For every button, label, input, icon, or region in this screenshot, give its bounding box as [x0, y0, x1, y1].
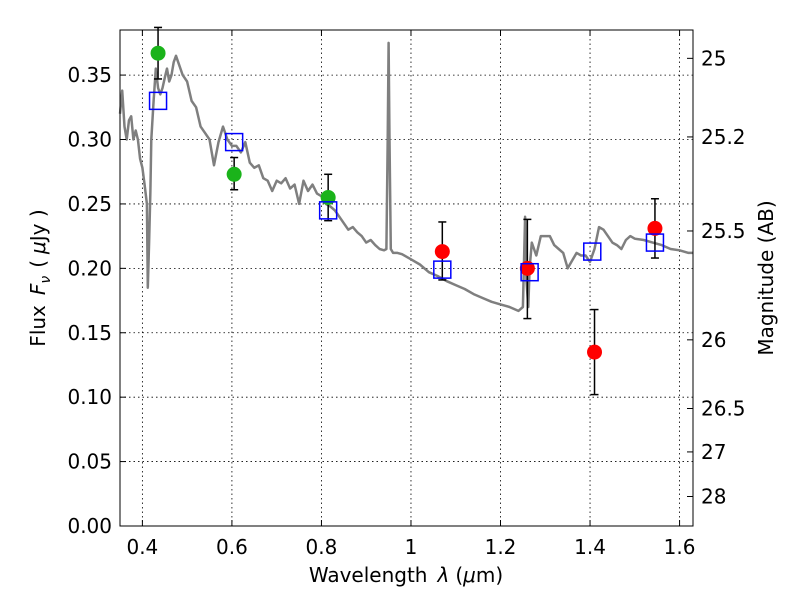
data-point — [226, 166, 242, 182]
model-point — [318, 201, 338, 220]
y-tick-label: 0.00 — [67, 514, 112, 538]
model-point — [520, 262, 539, 282]
magnitude-tick-label: 28 — [701, 484, 726, 508]
magnitude-tick-labels: 25 25.2 25.5 26 26.5 27 28 — [701, 46, 746, 508]
data-markers — [148, 45, 665, 360]
y-tick-label: 0.30 — [67, 128, 112, 152]
y-tick-label: 0.10 — [67, 385, 112, 409]
x-tick-labels: 0.4 0.6 0.8 1 1.2 1.4 1.6 — [126, 535, 695, 559]
data-point — [587, 344, 603, 360]
y-tick-label: 0.25 — [67, 192, 112, 216]
data-point — [320, 189, 336, 205]
model-point — [433, 260, 452, 279]
x-tick-label: 0.6 — [216, 535, 248, 559]
magnitude-tick-label: 26.5 — [701, 397, 746, 421]
magnitude-tick-label: 25.2 — [701, 125, 746, 149]
data-point — [434, 244, 450, 260]
y-tick-label: 0.05 — [67, 450, 112, 474]
y-tick-label: 0.20 — [67, 256, 112, 280]
magnitude-tick-label: 25.5 — [701, 219, 746, 243]
magnitude-tick-label: 25 — [701, 46, 726, 70]
magnitude-tick-label: 26 — [701, 328, 726, 352]
data-point — [647, 220, 663, 236]
y-tick-label: 0.35 — [67, 63, 112, 87]
magnitude-tick-label: 27 — [701, 440, 726, 464]
model-point — [224, 132, 244, 152]
data-point — [150, 45, 166, 61]
model-spectrum-line — [118, 41, 693, 313]
x-tick-label: 1.2 — [485, 535, 517, 559]
y-tick-labels: 0.00 0.05 0.10 0.15 0.20 0.25 0.30 0.35 — [67, 63, 112, 538]
data-point — [519, 260, 535, 276]
x-axis-title: Wavelength λ (μm) — [309, 563, 503, 587]
y-axis-title: FluxFν(μJy ) — [26, 209, 54, 346]
x-tick-label: 1.6 — [664, 535, 696, 559]
model-spectrum — [118, 41, 693, 313]
model-point — [148, 91, 168, 111]
x-tick-label: 1.4 — [574, 535, 606, 559]
y2-axis-title: Magnitude (AB) — [754, 200, 778, 355]
x-tick-label: 0.8 — [306, 535, 338, 559]
y-axis-title-group: FluxFν(μJy ) — [26, 209, 54, 346]
model-point — [583, 242, 602, 261]
y2-axis-title-group: Magnitude (AB) — [754, 200, 778, 355]
y-tick-label: 0.15 — [67, 321, 112, 345]
x-tick-label: 1 — [405, 535, 418, 559]
model-point — [645, 233, 665, 252]
plot-frame — [119, 29, 694, 527]
axis-ticks — [120, 30, 693, 527]
x-tick-label: 0.4 — [126, 535, 158, 559]
